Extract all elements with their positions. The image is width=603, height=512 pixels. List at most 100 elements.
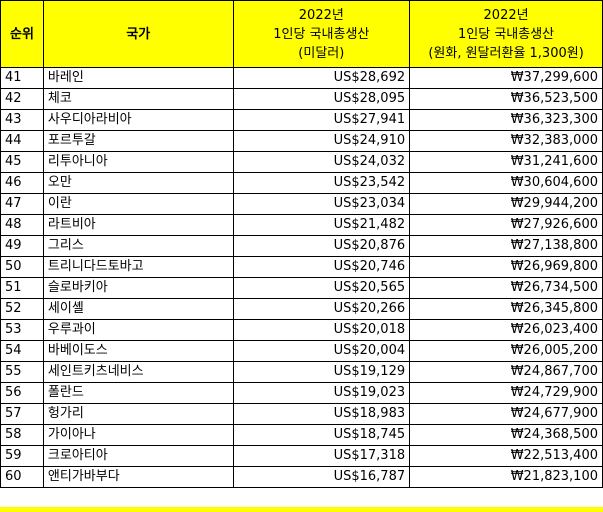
rank-cell[interactable]: 60 (0, 466, 44, 488)
usd-gdp-cell[interactable]: US$17,318 (232, 445, 411, 467)
usd-gdp-cell[interactable]: US$23,034 (232, 193, 411, 215)
krw-gdp-cell[interactable]: ₩36,323,300 (409, 109, 603, 131)
rank-cell[interactable]: 55 (0, 361, 44, 383)
usd-gdp-cell[interactable]: US$20,266 (232, 298, 411, 320)
table-row: 50 트리니다드토바고 US$20,746 ₩26,969,800 (0, 256, 603, 278)
rank-cell[interactable]: 50 (0, 256, 44, 278)
rank-cell[interactable]: 44 (0, 130, 44, 152)
krw-gdp-cell[interactable]: ₩30,604,600 (409, 172, 603, 194)
usd-gdp-cell[interactable]: US$28,692 (232, 67, 411, 89)
country-cell[interactable]: 헝가리 (42, 403, 234, 425)
country-cell[interactable]: 트리니다드토바고 (42, 256, 234, 278)
usd-gdp-cell[interactable]: US$16,787 (232, 466, 411, 488)
krw-gdp-cell[interactable]: ₩24,729,900 (409, 382, 603, 404)
rank-cell[interactable]: 42 (0, 88, 44, 110)
rank-cell[interactable]: 56 (0, 382, 44, 404)
rank-cell[interactable]: 49 (0, 235, 44, 257)
rank-cell[interactable]: 46 (0, 172, 44, 194)
table-row: 57 헝가리 US$18,983 ₩24,677,900 (0, 403, 603, 425)
krw-gdp-cell[interactable]: ₩26,734,500 (409, 277, 603, 299)
country-cell[interactable]: 앤티가바부다 (42, 466, 234, 488)
usd-gdp-cell[interactable]: US$20,876 (232, 235, 411, 257)
rank-cell[interactable]: 47 (0, 193, 44, 215)
usd-gdp-cell[interactable]: US$20,565 (232, 277, 411, 299)
table-row: 58 가이아나 US$18,745 ₩24,368,500 (0, 424, 603, 446)
rank-cell[interactable]: 45 (0, 151, 44, 173)
header-rank[interactable]: 순위 (0, 0, 44, 68)
table-row: 55 세인트키츠네비스 US$19,129 ₩24,867,700 (0, 361, 603, 383)
krw-gdp-cell[interactable]: ₩24,867,700 (409, 361, 603, 383)
header-krw[interactable]: 2022년 1인당 국내총생산 (원화, 원달러환율 1,300원) (409, 0, 603, 68)
krw-gdp-cell[interactable]: ₩29,944,200 (409, 193, 603, 215)
krw-gdp-cell[interactable]: ₩22,513,400 (409, 445, 603, 467)
table-row: 47 이란 US$23,034 ₩29,944,200 (0, 193, 603, 215)
usd-gdp-cell[interactable]: US$19,023 (232, 382, 411, 404)
usd-gdp-cell[interactable]: US$27,941 (232, 109, 411, 131)
usd-gdp-cell[interactable]: US$20,746 (232, 256, 411, 278)
country-cell[interactable]: 슬로바키아 (42, 277, 234, 299)
usd-gdp-cell[interactable]: US$20,004 (232, 340, 411, 362)
rank-cell[interactable]: 53 (0, 319, 44, 341)
header-krw-line3: (원화, 원달러환율 1,300원) (428, 45, 584, 61)
country-cell[interactable]: 체코 (42, 88, 234, 110)
country-cell[interactable]: 세인트키츠네비스 (42, 361, 234, 383)
krw-gdp-cell[interactable]: ₩27,138,800 (409, 235, 603, 257)
usd-gdp-cell[interactable]: US$18,745 (232, 424, 411, 446)
rank-cell[interactable]: 48 (0, 214, 44, 236)
country-cell[interactable]: 세이셸 (42, 298, 234, 320)
krw-gdp-cell[interactable]: ₩36,523,500 (409, 88, 603, 110)
table-row: 45 리투아니아 US$24,032 ₩31,241,600 (0, 151, 603, 173)
rank-cell[interactable]: 57 (0, 403, 44, 425)
header-country[interactable]: 국가 (42, 0, 234, 68)
rank-cell[interactable]: 43 (0, 109, 44, 131)
krw-gdp-cell[interactable]: ₩31,241,600 (409, 151, 603, 173)
usd-gdp-cell[interactable]: US$23,542 (232, 172, 411, 194)
usd-gdp-cell[interactable]: US$21,482 (232, 214, 411, 236)
usd-gdp-cell[interactable]: US$18,983 (232, 403, 411, 425)
country-cell[interactable]: 가이아나 (42, 424, 234, 446)
usd-gdp-cell[interactable]: US$28,095 (232, 88, 411, 110)
usd-gdp-cell[interactable]: US$24,032 (232, 151, 411, 173)
krw-gdp-cell[interactable]: ₩21,823,100 (409, 466, 603, 488)
header-usd-line1: 2022년 (298, 7, 344, 23)
krw-gdp-cell[interactable]: ₩27,926,600 (409, 214, 603, 236)
rank-cell[interactable]: 52 (0, 298, 44, 320)
country-cell[interactable]: 그리스 (42, 235, 234, 257)
country-cell[interactable]: 오만 (42, 172, 234, 194)
country-cell[interactable]: 폴란드 (42, 382, 234, 404)
table-row: 48 라트비아 US$21,482 ₩27,926,600 (0, 214, 603, 236)
table-row: 60 앤티가바부다 US$16,787 ₩21,823,100 (0, 466, 603, 488)
table-row: 49 그리스 US$20,876 ₩27,138,800 (0, 235, 603, 257)
krw-gdp-cell[interactable]: ₩37,299,600 (409, 67, 603, 89)
country-cell[interactable]: 이란 (42, 193, 234, 215)
header-usd[interactable]: 2022년 1인당 국내총생산 (미달러) (232, 0, 411, 68)
rank-cell[interactable]: 59 (0, 445, 44, 467)
header-usd-line3: (미달러) (298, 45, 345, 61)
krw-gdp-cell[interactable]: ₩26,345,800 (409, 298, 603, 320)
header-usd-line2: 1인당 국내총생산 (273, 26, 370, 42)
gdp-table: 순위 국가 2022년 1인당 국내총생산 (미달러) 2022년 1인당 국내… (0, 0, 603, 488)
table-row: 43 사우디아라비아 US$27,941 ₩36,323,300 (0, 109, 603, 131)
usd-gdp-cell[interactable]: US$20,018 (232, 319, 411, 341)
table-row: 53 우루과이 US$20,018 ₩26,023,400 (0, 319, 603, 341)
country-cell[interactable]: 바레인 (42, 67, 234, 89)
krw-gdp-cell[interactable]: ₩24,368,500 (409, 424, 603, 446)
krw-gdp-cell[interactable]: ₩32,383,000 (409, 130, 603, 152)
krw-gdp-cell[interactable]: ₩26,005,200 (409, 340, 603, 362)
krw-gdp-cell[interactable]: ₩26,023,400 (409, 319, 603, 341)
krw-gdp-cell[interactable]: ₩24,677,900 (409, 403, 603, 425)
krw-gdp-cell[interactable]: ₩26,969,800 (409, 256, 603, 278)
country-cell[interactable]: 바베이도스 (42, 340, 234, 362)
country-cell[interactable]: 리투아니아 (42, 151, 234, 173)
country-cell[interactable]: 포르투갈 (42, 130, 234, 152)
usd-gdp-cell[interactable]: US$19,129 (232, 361, 411, 383)
rank-cell[interactable]: 51 (0, 277, 44, 299)
rank-cell[interactable]: 58 (0, 424, 44, 446)
rank-cell[interactable]: 54 (0, 340, 44, 362)
country-cell[interactable]: 사우디아라비아 (42, 109, 234, 131)
country-cell[interactable]: 우루과이 (42, 319, 234, 341)
country-cell[interactable]: 크로아티아 (42, 445, 234, 467)
country-cell[interactable]: 라트비아 (42, 214, 234, 236)
rank-cell[interactable]: 41 (0, 67, 44, 89)
usd-gdp-cell[interactable]: US$24,910 (232, 130, 411, 152)
